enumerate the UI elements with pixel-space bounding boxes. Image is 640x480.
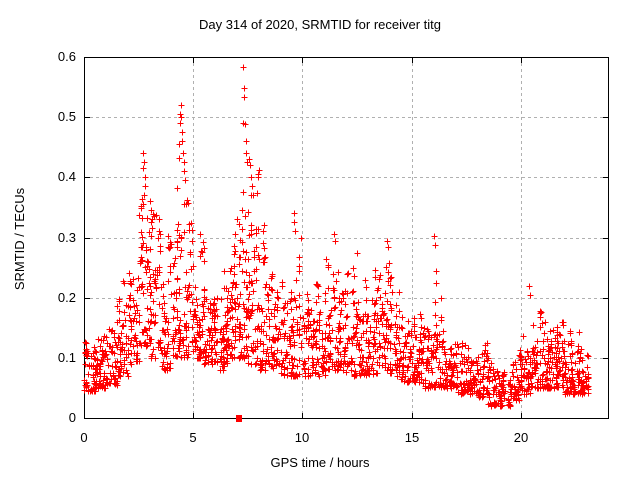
square-marker-point	[236, 415, 242, 422]
x-tick-label: 5	[189, 430, 196, 445]
x-tick-label: 15	[405, 430, 419, 445]
y-tick-label: 0	[69, 410, 76, 425]
plot-border	[84, 57, 609, 419]
x-tick-label: 10	[295, 430, 309, 445]
scatter-points	[81, 64, 592, 410]
y-tick-label: 0.4	[58, 169, 76, 184]
x-tick-label: 20	[514, 430, 528, 445]
y-tick-label: 0.2	[58, 290, 76, 305]
y-tick-label: 0.3	[58, 230, 76, 245]
y-tick-label: 0.5	[58, 109, 76, 124]
y-tick-label: 0.6	[58, 49, 76, 64]
chart-title: Day 314 of 2020, SRMTID for receiver tit…	[198, 17, 442, 32]
tick-labels: 0 5 10 15 20 0 0.1 0.2 0.3 0.4 0.5 0.6	[58, 49, 528, 445]
x-axis-label: GPS time / hours	[270, 455, 370, 470]
y-tick-label: 0.1	[58, 350, 76, 365]
x-tick-label: 0	[80, 430, 87, 445]
